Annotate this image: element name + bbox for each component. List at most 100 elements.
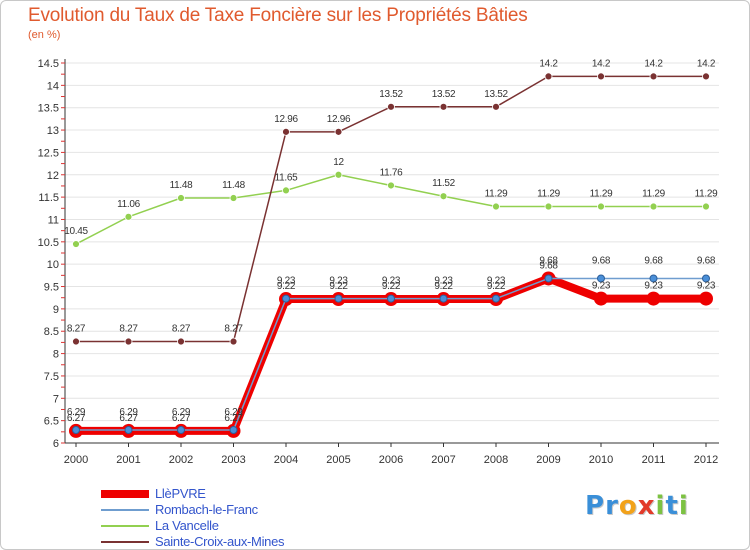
data-point (387, 181, 395, 190)
data-point (649, 72, 658, 81)
x-tick-label: 2004 (274, 454, 298, 466)
data-point (492, 102, 500, 111)
data-point (72, 426, 80, 435)
data-label: 11.52 (432, 178, 456, 189)
data-labels: 10.45 11.06 11.48 11.48 11.65 12 11.76 11.52 11.… (64, 58, 718, 424)
legend-label-0: LlèPVRE (155, 486, 206, 501)
data-label: 13.52 (379, 89, 403, 100)
x-tick-labels: 2000 2001 2002 2003 2004 2005 2006 2007 2008 2009… (64, 454, 718, 466)
y-tick-label: 9 (53, 304, 59, 316)
data-label: 11.48 (170, 180, 194, 191)
x-tick-label: 2011 (642, 454, 666, 466)
data-label: 9.23 (592, 281, 611, 292)
y-tick-label: 14.5 (38, 58, 59, 70)
data-label: 11.76 (380, 167, 404, 178)
data-label: 14.2 (592, 58, 611, 69)
data-label: 11.48 (222, 180, 246, 191)
logo-letter: i (678, 491, 689, 521)
y-tick-label: 10.5 (38, 237, 59, 249)
legend-swatch-0 (101, 490, 149, 498)
legend-label-1: Rombach-le-Franc (155, 502, 258, 517)
y-tick-label: 9.5 (44, 282, 59, 294)
data-label: 9.22 (329, 281, 348, 292)
data-label: 8.27 (172, 324, 191, 335)
y-tick-label: 6.5 (44, 416, 59, 428)
data-point (124, 212, 133, 221)
y-tick-label: 12 (47, 170, 59, 182)
data-label: 12.96 (327, 114, 351, 125)
data-label: 9.23 (644, 281, 663, 292)
data-point (439, 102, 448, 111)
data-point (649, 274, 658, 283)
data-label: 11.29 (485, 189, 509, 200)
data-point (124, 426, 133, 435)
x-tick-label: 2009 (536, 454, 560, 466)
legend-label-3: Sainte-Croix-aux-Mines (155, 534, 285, 549)
data-point (229, 426, 238, 435)
data-point (594, 291, 608, 306)
data-label: 9.68 (539, 255, 558, 266)
data-point (387, 102, 395, 111)
x-tick-label: 2010 (589, 454, 613, 466)
data-label: 12 (333, 157, 344, 168)
y-tick-label: 14 (47, 80, 59, 92)
data-point (544, 202, 553, 211)
data-label: 8.27 (67, 324, 86, 335)
chart-title: Evolution du Taux de Taxe Foncière sur l… (28, 5, 528, 26)
data-label: 13.52 (432, 89, 456, 100)
x-tick-label: 2001 (116, 454, 140, 466)
data-point (229, 194, 238, 202)
y-tick-label: 11.5 (38, 192, 59, 204)
data-label: 11.29 (642, 189, 666, 200)
x-tick-label: 2000 (64, 454, 88, 466)
logo-letter: o (618, 491, 638, 521)
data-point (229, 337, 238, 346)
x-tick-label: 2006 (379, 454, 403, 466)
y-tick-label: 6 (53, 438, 59, 450)
data-label: 6.27 (224, 413, 243, 424)
data-point (646, 291, 661, 306)
data-point (334, 294, 343, 303)
data-label: 8.27 (119, 324, 138, 335)
y-tick-label: 8.5 (44, 326, 59, 338)
data-label: 6.29 (224, 407, 243, 418)
x-tick-label: 2008 (484, 454, 508, 466)
data-point (544, 72, 553, 81)
x-tick-label: 2003 (221, 454, 245, 466)
data-label: 9.68 (539, 260, 558, 271)
data-label: 11.65 (275, 172, 299, 183)
data-label: 9.23 (329, 276, 348, 287)
data-label: 6.27 (119, 413, 138, 424)
data-point (702, 202, 710, 211)
logo-letter: i (655, 491, 666, 521)
data-label: 6.27 (67, 413, 86, 424)
data-point (282, 127, 290, 136)
data-point (649, 202, 658, 211)
data-label: 9.23 (434, 276, 453, 287)
data-label: 9.22 (277, 281, 296, 292)
y-tick-label: 13.5 (38, 103, 59, 115)
proxiti-logo: Proxiti (585, 491, 689, 521)
data-point (334, 127, 343, 136)
legend: LlèPVRE Rombach-le-Franc La Vancelle Sai… (101, 486, 285, 550)
legend-swatch-2 (101, 525, 149, 527)
data-point (282, 186, 290, 195)
data-point (492, 202, 500, 211)
data-point (597, 72, 605, 81)
legend-swatch-3 (101, 541, 149, 543)
axes (61, 59, 719, 447)
logo-letter: x (637, 491, 656, 521)
data-point (72, 240, 80, 248)
data-point (177, 426, 185, 435)
data-label: 12.96 (274, 114, 298, 125)
data-point (597, 274, 605, 283)
data-label: 9.23 (487, 276, 506, 287)
legend-label-2: La Vancelle (155, 518, 219, 533)
data-point (177, 194, 185, 202)
data-point (702, 72, 710, 81)
y-tick-label: 10 (47, 259, 59, 271)
data-label: 9.68 (697, 255, 716, 266)
y-tick-label: 12.5 (38, 147, 59, 159)
data-label: 11.29 (537, 189, 561, 200)
data-label: 14.2 (697, 58, 716, 69)
